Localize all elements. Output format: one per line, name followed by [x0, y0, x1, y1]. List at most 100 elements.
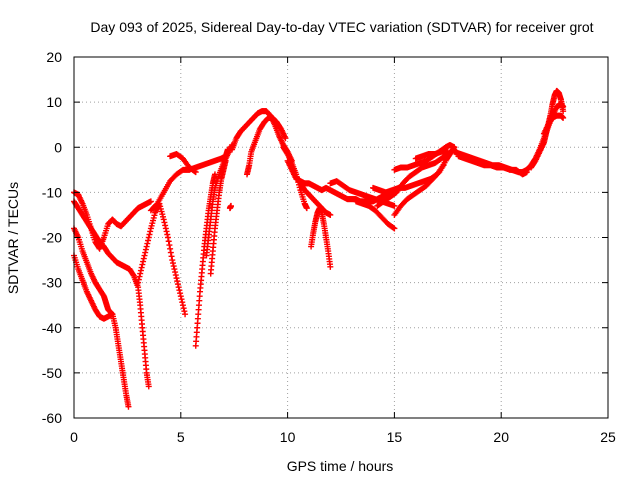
y-tick-label: 0: [54, 139, 62, 155]
data-point: [143, 243, 150, 250]
data-point: [179, 299, 186, 306]
series-26: [455, 153, 530, 178]
data-point: [327, 211, 334, 218]
data-point: [181, 308, 188, 315]
series-5: [135, 200, 189, 318]
data-point: [560, 114, 567, 121]
series-13: [244, 114, 289, 178]
data-point: [174, 278, 181, 285]
y-tick-label: -30: [42, 275, 62, 291]
data-point: [560, 108, 567, 115]
x-axis-label: GPS time / hours: [287, 458, 394, 474]
data-point: [109, 311, 116, 318]
data-point: [172, 272, 179, 279]
y-tick-label: -60: [42, 410, 62, 426]
y-tick-label: -10: [42, 184, 62, 200]
series-17: [308, 205, 334, 270]
data-point: [130, 271, 137, 278]
series-22: [391, 144, 458, 218]
data-point: [125, 403, 132, 410]
y-tick-label: 10: [46, 94, 62, 110]
data-point: [179, 302, 186, 309]
data-point: [144, 240, 151, 247]
x-tick-label: 5: [177, 429, 185, 445]
data-point: [176, 287, 183, 294]
series-24: [412, 148, 451, 162]
series-1: [71, 189, 154, 252]
data-point: [139, 261, 146, 268]
series-4: [71, 252, 116, 322]
data-point: [140, 258, 147, 265]
data-point: [167, 245, 174, 252]
data-point: [169, 257, 176, 264]
data-layer: [71, 87, 567, 410]
data-point: [137, 267, 144, 274]
x-tick-label: 0: [70, 429, 78, 445]
data-point: [444, 148, 451, 155]
data-point: [182, 311, 189, 318]
y-axis-label: SDTVAR / TECUs: [5, 182, 21, 294]
data-point: [169, 260, 176, 267]
y-tick-label: -40: [42, 320, 62, 336]
data-point: [164, 231, 171, 238]
data-point: [145, 234, 152, 241]
x-tick-label: 25: [600, 429, 616, 445]
data-point: [165, 238, 172, 245]
data-point: [145, 237, 152, 244]
data-point: [146, 231, 153, 238]
data-point: [135, 279, 142, 286]
y-tick-label: 20: [46, 49, 62, 65]
data-point: [175, 284, 182, 291]
x-tick-label: 10: [280, 429, 296, 445]
series-19: [352, 198, 398, 232]
data-point: [177, 290, 184, 297]
data-point: [166, 242, 173, 249]
grid-layer: [74, 57, 608, 418]
series-16: [293, 173, 334, 218]
data-point: [180, 305, 187, 312]
series-2: [71, 198, 152, 390]
series-10: [207, 157, 229, 277]
data-point: [141, 252, 148, 259]
x-tick-label: 20: [493, 429, 509, 445]
data-point: [172, 269, 179, 276]
data-point: [145, 383, 152, 390]
data-point: [147, 198, 154, 205]
x-tick-label: 15: [387, 429, 403, 445]
axis-layer: 0 5 10 15 20 25 -60 -50 -40 -30 -20 -10 0 10 20: [42, 49, 616, 445]
data-point: [167, 249, 174, 256]
series-7: [167, 151, 199, 176]
data-point: [390, 224, 397, 231]
data-point: [174, 281, 181, 288]
data-point: [227, 202, 234, 209]
data-point: [153, 201, 160, 208]
chart-title: Day 093 of 2025, Sidereal Day-to-day VTE…: [90, 19, 593, 35]
data-point: [177, 293, 184, 300]
data-point: [140, 255, 147, 262]
data-point: [162, 222, 169, 229]
data-point: [222, 157, 229, 164]
data-point: [161, 219, 168, 226]
data-point: [164, 234, 171, 241]
series-11: [226, 202, 234, 212]
data-point: [170, 263, 177, 270]
data-point: [142, 249, 149, 256]
data-point: [178, 296, 185, 303]
data-point: [435, 170, 442, 177]
series-29: [540, 112, 567, 137]
y-tick-label: -50: [42, 365, 62, 381]
data-point: [162, 225, 169, 232]
data-point: [135, 276, 142, 283]
data-point: [282, 135, 289, 142]
data-point: [303, 205, 310, 212]
data-point: [138, 264, 145, 271]
data-point: [173, 275, 180, 282]
data-point: [391, 225, 398, 232]
data-point: [168, 253, 175, 260]
data-point: [191, 168, 198, 175]
data-point: [171, 266, 178, 273]
data-point: [160, 216, 167, 223]
data-point: [137, 270, 144, 277]
data-point: [136, 273, 143, 280]
